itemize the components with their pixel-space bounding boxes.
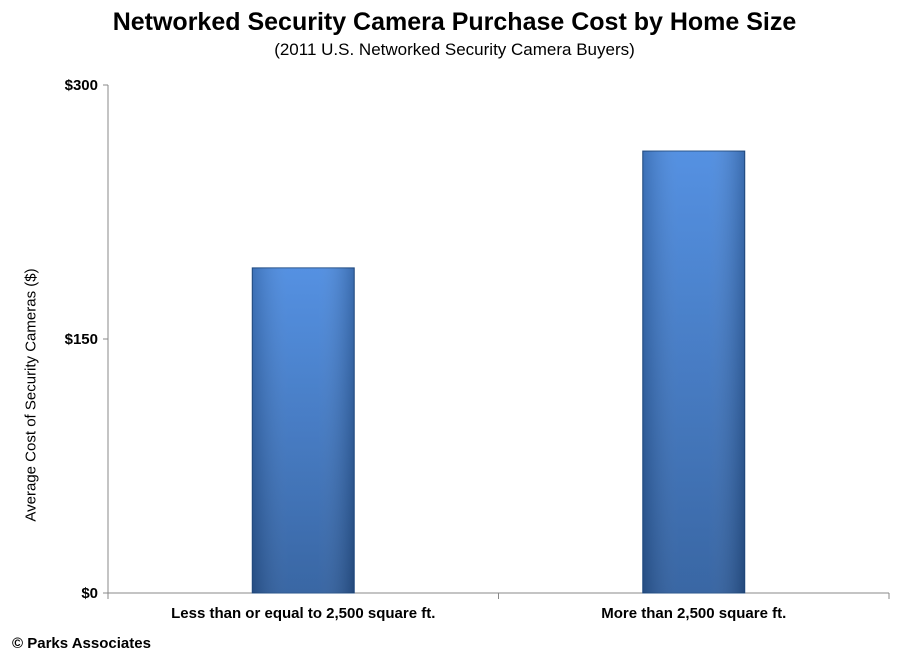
y-tick-label: $0 bbox=[81, 585, 98, 602]
labels-group: $0 $150 $300 Less than or equal to 2,500 sq… bbox=[65, 77, 787, 622]
chart-subtitle: (2011 U.S. Networked Security Camera Buy… bbox=[274, 40, 635, 59]
axes bbox=[103, 84, 890, 599]
source-credit: © Parks Associates bbox=[12, 635, 151, 652]
y-tick-label: $300 bbox=[65, 77, 98, 94]
bar-shading bbox=[642, 151, 745, 594]
bar bbox=[642, 150, 746, 594]
bar bbox=[251, 267, 355, 594]
x-category-label: Less than or equal to 2,500 square ft. bbox=[171, 605, 435, 622]
chart-title: Networked Security Camera Purchase Cost … bbox=[112, 8, 797, 36]
bars-group bbox=[251, 150, 746, 594]
x-category-label: More than 2,500 square ft. bbox=[601, 605, 786, 622]
bar-shading bbox=[252, 267, 355, 593]
y-tick-label: $150 bbox=[65, 331, 98, 348]
